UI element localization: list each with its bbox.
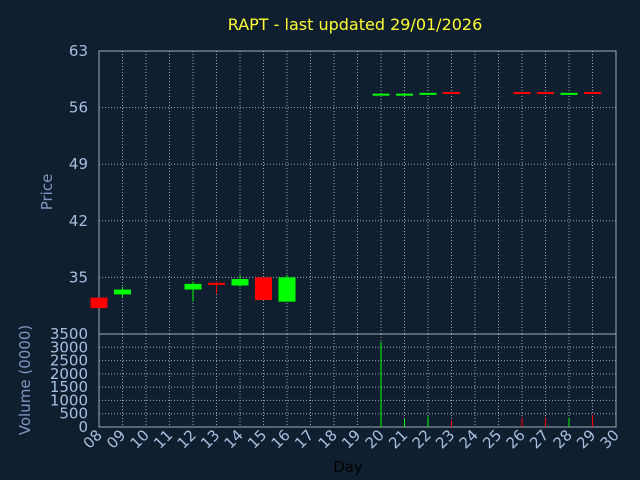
x-tick-label: 14	[221, 426, 247, 452]
x-tick-label: 25	[479, 426, 505, 452]
x-tick-label: 28	[550, 426, 576, 452]
x-tick-label: 18	[315, 426, 341, 452]
volume-marks	[380, 341, 593, 427]
candle-body	[208, 282, 225, 285]
price-tick-label: 56	[69, 99, 88, 117]
volume-tick-label: 1000	[50, 391, 88, 409]
x-tick-label: 11	[150, 426, 176, 452]
x-tick-label: 16	[268, 426, 294, 452]
candle-body	[90, 297, 108, 309]
candle-body	[372, 93, 390, 96]
x-tick-label: 24	[456, 426, 482, 452]
price-axis-label: Price	[38, 174, 56, 211]
chart-title: RAPT - last updated 29/01/2026	[228, 15, 483, 34]
x-tick-label: 23	[432, 426, 458, 452]
x-tick-label: 10	[127, 426, 153, 452]
price-tick-label: 63	[69, 42, 88, 60]
x-tick-label: 15	[244, 426, 270, 452]
candle-body	[513, 92, 531, 95]
volume-grid	[98, 333, 617, 428]
candle-body	[560, 92, 578, 95]
x-tick-label: 19	[338, 426, 364, 452]
x-tick-label: 26	[503, 426, 529, 452]
x-tick-label: 17	[291, 426, 317, 452]
x-tick-label: 21	[385, 426, 411, 452]
x-tick-label: 22	[409, 426, 435, 452]
x-tick-label: 12	[174, 426, 200, 452]
candle-body	[396, 93, 413, 96]
volume-tick-label: 500	[59, 405, 88, 423]
x-tick-label: 27	[526, 426, 552, 452]
volume-plot-frame	[98, 333, 617, 428]
candle-body	[443, 92, 460, 95]
x-tick-label: 09	[103, 426, 129, 452]
price-marks	[90, 92, 601, 309]
candle-body	[278, 277, 296, 302]
x-tick-label: 13	[197, 426, 223, 452]
volume-tick-label: 3000	[50, 338, 88, 356]
volume-tick-label: 0	[78, 418, 88, 436]
volume-tick-label: 1500	[50, 378, 88, 396]
x-tick-label: 30	[597, 426, 623, 452]
candle-body	[419, 92, 437, 95]
candle-body	[114, 289, 131, 295]
candle-body	[584, 92, 601, 95]
candle-body	[255, 277, 272, 301]
x-tick-label: 20	[362, 426, 388, 452]
candle-body	[537, 92, 554, 95]
candle-body	[231, 279, 249, 286]
x-axis-label: Day	[333, 458, 363, 476]
x-tick-label: 29	[573, 426, 599, 452]
price-tick-label: 42	[69, 212, 88, 230]
price-tick-label: 49	[69, 155, 88, 173]
volume-tick-label: 3500	[50, 325, 88, 343]
volume-axis-label: Volume (0000)	[16, 325, 34, 435]
x-ticks: 0809101112131415161718192021222324252627…	[80, 426, 623, 452]
volume-tick-label: 2500	[50, 352, 88, 370]
price-tick-label: 35	[69, 268, 88, 286]
volume-tick-label: 2000	[50, 365, 88, 383]
candle-body	[184, 283, 202, 290]
